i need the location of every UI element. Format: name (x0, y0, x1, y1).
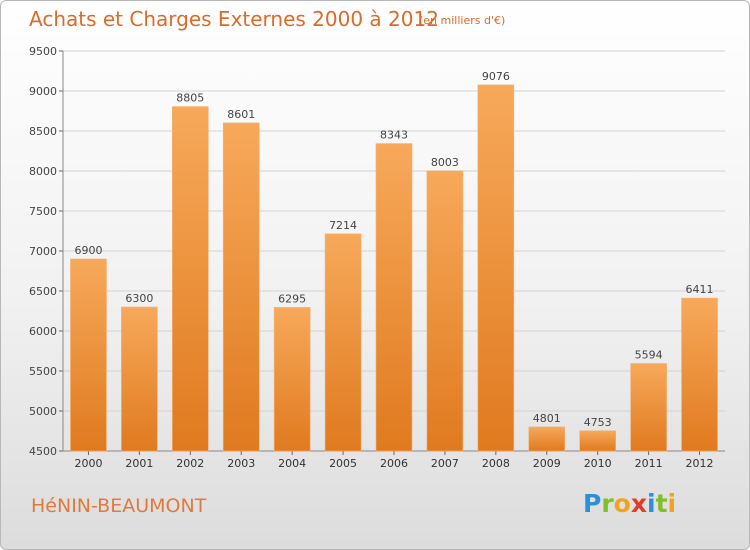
data-label: 4801 (533, 412, 561, 425)
data-label: 6300 (125, 292, 153, 305)
x-tick-label: 2012 (686, 457, 714, 470)
x-tick-label: 2008 (482, 457, 510, 470)
x-tick-label: 2007 (431, 457, 459, 470)
logo-letter: P (583, 489, 602, 518)
location-name: HéNIN-BEAUMONT (31, 495, 207, 517)
data-label: 6295 (278, 292, 306, 305)
x-tick-label: 2009 (533, 457, 561, 470)
logo-letter: o (613, 489, 631, 518)
bar-2002 (172, 106, 209, 452)
y-tick-label: 4500 (29, 445, 57, 458)
data-label: 9076 (482, 70, 510, 83)
data-label: 4753 (584, 416, 612, 429)
y-tick-label: 9500 (29, 45, 57, 58)
y-tick-label: 8000 (29, 165, 57, 178)
logo-letter: x (630, 489, 647, 518)
logo-letter: i (667, 489, 677, 518)
y-tick-label: 7000 (29, 245, 57, 258)
proxiti-logo: Proxiti (583, 489, 676, 518)
data-label: 6900 (74, 244, 102, 257)
chart-subtitle: (en milliers d'€) (419, 14, 506, 27)
x-tick-label: 2003 (227, 457, 255, 470)
data-label: 7214 (329, 219, 357, 232)
x-tick-label: 2005 (329, 457, 357, 470)
bar-2011 (630, 363, 667, 452)
bar-2006 (375, 143, 413, 452)
bar-2000 (70, 258, 107, 452)
data-label: 8003 (431, 156, 459, 169)
x-tick-label: 2000 (74, 457, 102, 470)
data-labels: 6900 6300 8805 8601 6295 7214 8343 8003 9076 4801… (74, 70, 713, 429)
x-tick-label: 2002 (176, 457, 204, 470)
bar-2001 (121, 306, 158, 452)
bar-2003 (222, 122, 260, 452)
logo-letter: t (655, 489, 668, 518)
y-tick-label: 9000 (29, 85, 57, 98)
bar-2012 (681, 297, 718, 452)
x-tick-label: 2004 (278, 457, 306, 470)
bar-2007 (426, 170, 464, 452)
bar-2004 (273, 307, 311, 452)
bar-2005 (324, 233, 362, 452)
x-tick-label: 2001 (125, 457, 153, 470)
bar-2010 (579, 430, 616, 452)
bars (70, 84, 718, 452)
logo-letter: i (647, 489, 656, 518)
data-label: 8805 (176, 92, 204, 105)
data-label: 6411 (686, 283, 714, 296)
data-label: 8601 (227, 108, 255, 121)
chart-title: Achats et Charges Externes 2000 à 2012 (29, 7, 439, 31)
y-tick-label: 5500 (29, 365, 57, 378)
y-tick-label: 7500 (29, 205, 57, 218)
y-tick-label: 6000 (29, 325, 57, 338)
data-label: 8343 (380, 129, 408, 142)
logo-letter: r (601, 489, 614, 518)
x-tick-label: 2006 (380, 457, 408, 470)
y-tick-label: 6500 (29, 285, 57, 298)
y-tick-label: 8500 (29, 125, 57, 138)
bar-2008 (477, 84, 515, 452)
x-tick-label: 2011 (635, 457, 663, 470)
x-tick-label: 2010 (584, 457, 612, 470)
bar-2009 (528, 426, 566, 452)
data-label: 5594 (635, 348, 663, 361)
y-tick-label: 5000 (29, 405, 57, 418)
